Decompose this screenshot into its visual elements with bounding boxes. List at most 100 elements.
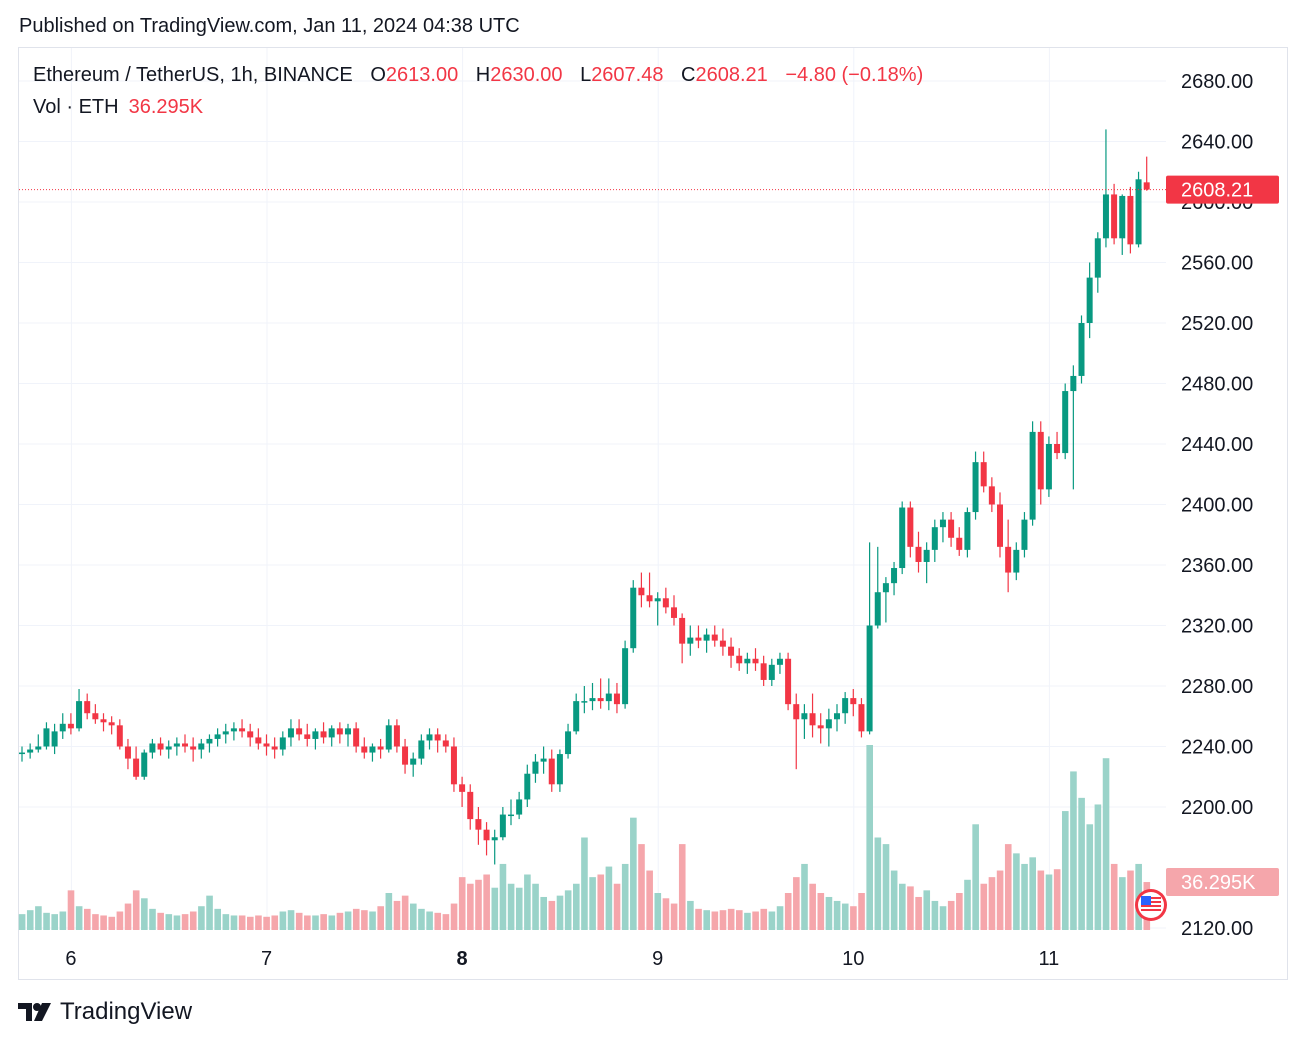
candle-body[interactable] (35, 746, 42, 750)
candle-body[interactable] (1102, 194, 1109, 239)
candle-body[interactable] (51, 731, 58, 747)
us-flag-icon[interactable] (1134, 888, 1168, 922)
candle-body[interactable] (59, 723, 66, 732)
candle-body[interactable] (752, 658, 759, 664)
candle-body[interactable] (287, 728, 294, 738)
candle-body[interactable] (793, 704, 800, 720)
candle-body[interactable] (931, 527, 938, 550)
candle-body[interactable] (19, 752, 25, 755)
candle-body[interactable] (891, 568, 898, 584)
candle-body[interactable] (948, 519, 955, 538)
candle-body[interactable] (1054, 444, 1061, 454)
candle-body[interactable] (1119, 195, 1126, 239)
candle-body[interactable] (671, 607, 677, 618)
candle-body[interactable] (874, 592, 881, 626)
candle-body[interactable] (385, 725, 392, 750)
candle-body[interactable] (622, 648, 629, 705)
candle-body[interactable] (956, 537, 963, 550)
candle-body[interactable] (271, 746, 278, 750)
candle-body[interactable] (133, 758, 140, 777)
candle-body[interactable] (239, 728, 246, 732)
candle-body[interactable] (834, 713, 840, 720)
candle-body[interactable] (785, 658, 792, 705)
candle-body[interactable] (711, 634, 718, 641)
candle-body[interactable] (1086, 277, 1093, 323)
candle-body[interactable] (1013, 549, 1020, 573)
candle-body[interactable] (450, 746, 457, 785)
candle-body[interactable] (850, 698, 857, 705)
candle-body[interactable] (149, 743, 156, 753)
candle-body[interactable] (630, 587, 637, 649)
candle-body[interactable] (646, 595, 653, 602)
candle-body[interactable] (27, 749, 34, 753)
candle-body[interactable] (719, 640, 726, 647)
candle-body[interactable] (1029, 431, 1036, 520)
candle-body[interactable] (76, 701, 83, 729)
candle-body[interactable] (638, 587, 645, 596)
candle-body[interactable] (589, 698, 596, 702)
candle-body[interactable] (141, 752, 148, 777)
candle-body[interactable] (190, 746, 197, 750)
candle-body[interactable] (312, 731, 319, 739)
legend-symbol[interactable]: Ethereum / TetherUS, 1h, BINANCE (33, 64, 353, 86)
candle-body[interactable] (964, 512, 971, 550)
candle-body[interactable] (1078, 323, 1085, 376)
candle-body[interactable] (353, 728, 360, 747)
candle-body[interactable] (695, 637, 702, 641)
candle-body[interactable] (67, 723, 74, 729)
candle-body[interactable] (214, 734, 221, 739)
candle-body[interactable] (597, 698, 604, 702)
candle-body[interactable] (548, 758, 555, 785)
candle-body[interactable] (532, 761, 539, 774)
candle-body[interactable] (760, 663, 767, 680)
candle-body[interactable] (1143, 182, 1150, 190)
candle-body[interactable] (882, 583, 889, 593)
candle-body[interactable] (939, 519, 946, 528)
candle-body[interactable] (980, 462, 987, 487)
candle-body[interactable] (1037, 431, 1044, 490)
candle-body[interactable] (43, 728, 50, 747)
candle-body[interactable] (1045, 444, 1052, 490)
candle-body[interactable] (866, 625, 873, 732)
candle-body[interactable] (565, 731, 572, 755)
candle-body[interactable] (475, 819, 482, 830)
candle-body[interactable] (442, 740, 449, 747)
candle-body[interactable] (402, 746, 409, 765)
candle-body[interactable] (1127, 195, 1134, 245)
candle-body[interactable] (915, 546, 922, 562)
candle-body[interactable] (434, 734, 441, 741)
candle-body[interactable] (703, 634, 710, 641)
candle-body[interactable] (499, 814, 506, 838)
candle-body[interactable] (744, 658, 751, 664)
candle-body[interactable] (124, 746, 131, 759)
candle-body[interactable] (361, 746, 368, 753)
candle-body[interactable] (198, 743, 205, 750)
candle-body[interactable] (92, 713, 99, 720)
chart-frame[interactable] (18, 47, 1288, 980)
candle-body[interactable] (230, 728, 237, 732)
candle-body[interactable] (263, 743, 270, 747)
candle-body[interactable] (540, 758, 547, 762)
candle-body[interactable] (768, 664, 775, 680)
candle-body[interactable] (1005, 546, 1012, 573)
candle-body[interactable] (100, 719, 107, 723)
candle-body[interactable] (573, 701, 580, 732)
candle-body[interactable] (842, 698, 849, 714)
candle-body[interactable] (418, 740, 425, 759)
candle-body[interactable] (255, 737, 262, 744)
candle-body[interactable] (369, 746, 376, 753)
candle-body[interactable] (508, 814, 514, 817)
candle-body[interactable] (1021, 519, 1028, 550)
candle-body[interactable] (654, 598, 661, 602)
candle-body[interactable] (809, 713, 816, 726)
candle-body[interactable] (923, 549, 930, 562)
candle-body[interactable] (320, 731, 327, 738)
candle-body[interactable] (1111, 194, 1118, 239)
candle-body[interactable] (84, 701, 91, 714)
candle-body[interactable] (296, 728, 303, 735)
candle-body[interactable] (467, 791, 474, 820)
candle-body[interactable] (817, 725, 824, 729)
volume-legend-label[interactable]: Vol · ETH (33, 96, 119, 118)
candle-body[interactable] (426, 734, 433, 741)
